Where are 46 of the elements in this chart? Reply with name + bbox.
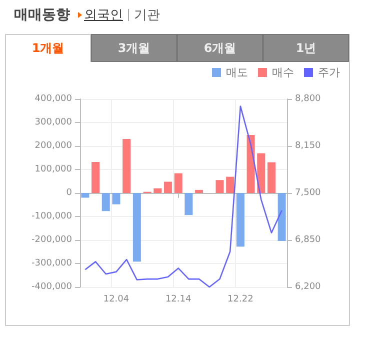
line-series bbox=[84, 106, 282, 288]
bar bbox=[257, 153, 266, 193]
chart-title: 매매동향 bbox=[14, 7, 70, 23]
x-tick-label: 12.04 bbox=[103, 294, 130, 304]
bar bbox=[195, 190, 204, 193]
bar bbox=[226, 176, 234, 193]
bar bbox=[174, 173, 182, 193]
bar bbox=[184, 193, 193, 216]
text: 6개월 bbox=[177, 34, 263, 62]
y-tick-label: 200,000 bbox=[34, 141, 72, 151]
y-tick-label: 100,000 bbox=[34, 164, 72, 174]
legend-label: 매도 bbox=[226, 66, 248, 79]
legend-label: 주가 bbox=[318, 66, 340, 79]
bar bbox=[81, 193, 90, 198]
bar bbox=[92, 162, 100, 193]
legend-label: 매수 bbox=[272, 66, 294, 79]
bar bbox=[112, 193, 120, 204]
y2-tick-label: 6,850 bbox=[295, 235, 322, 245]
y-tick-label: -400,000 bbox=[32, 282, 72, 292]
bar bbox=[164, 182, 172, 193]
bar bbox=[102, 193, 110, 212]
y2-tick-label: 8,150 bbox=[295, 141, 322, 151]
bar bbox=[154, 188, 162, 193]
bar bbox=[246, 134, 255, 193]
text: 3개월 bbox=[91, 34, 177, 62]
x-tick-label: 12.14 bbox=[165, 294, 192, 304]
bar bbox=[267, 162, 276, 193]
y2-tick-label: 7,500 bbox=[295, 188, 322, 198]
text: 기관 bbox=[134, 8, 160, 23]
text: 1개월 bbox=[5, 34, 91, 62]
y-tick-label: -300,000 bbox=[32, 258, 72, 268]
text: 외국인 bbox=[84, 8, 123, 23]
y-tick-label: -100,000 bbox=[32, 212, 72, 222]
text: 1년 bbox=[263, 34, 349, 62]
bar bbox=[278, 193, 286, 241]
bar bbox=[122, 138, 131, 193]
y-tick-label: -200,000 bbox=[32, 235, 72, 245]
bar bbox=[216, 180, 224, 193]
y-tick-label: 0 bbox=[66, 188, 72, 198]
bar bbox=[236, 193, 244, 247]
y2-tick-label: 8,800 bbox=[295, 94, 322, 104]
x-tick-label: 12.22 bbox=[228, 294, 254, 304]
y-tick-label: 300,000 bbox=[34, 118, 72, 128]
y-tick-label: 400,000 bbox=[34, 94, 72, 104]
y2-tick-label: 6,200 bbox=[295, 282, 322, 292]
bar bbox=[132, 193, 141, 262]
